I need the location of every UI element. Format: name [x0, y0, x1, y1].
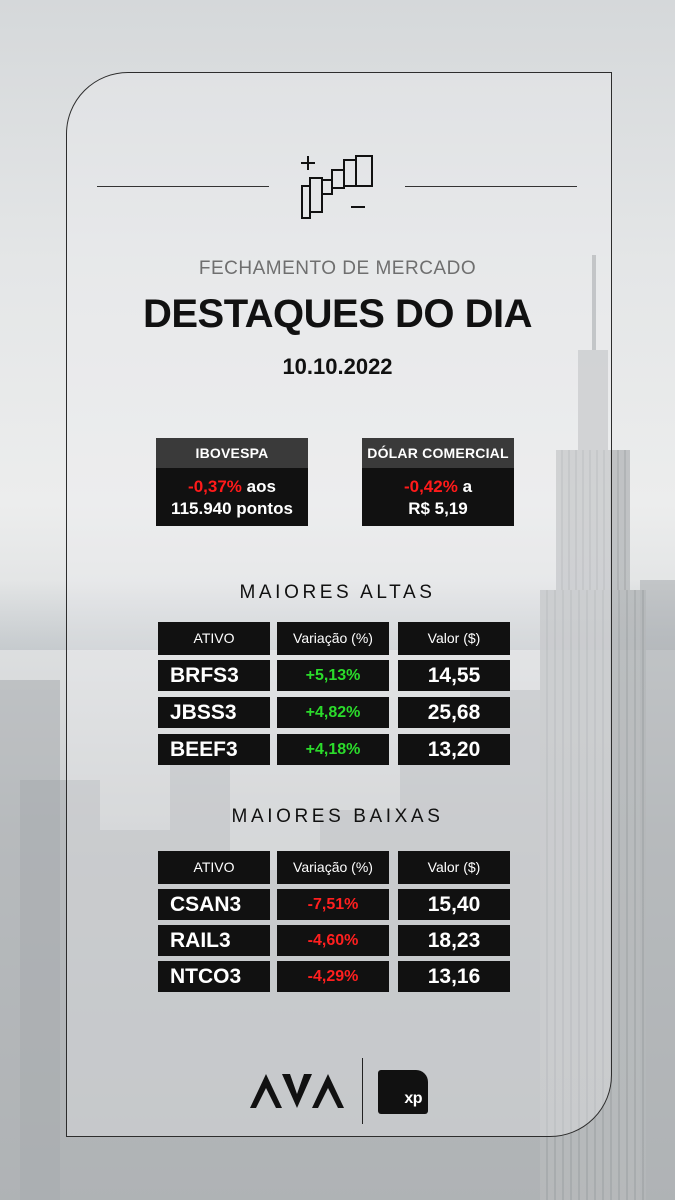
- dollar-detail: R$ 5,19: [408, 499, 468, 518]
- header-rule-left: [97, 186, 269, 187]
- chart-plus-minus-icon: [301, 155, 373, 219]
- gainers-row-1-change: +5,13%: [277, 660, 389, 691]
- gainers-row-2-value: 25,68: [398, 697, 510, 728]
- subtitle: FECHAMENTO DE MERCADO: [198, 258, 477, 279]
- dollar-body: -0,42% a R$ 5,19: [362, 468, 514, 526]
- gainers-title: MAIORES ALTAS: [239, 582, 436, 603]
- gainers-header-asset: ATIVO: [158, 622, 270, 655]
- frame-veil: [66, 72, 612, 1137]
- losers-row-1-value: 15,40: [398, 889, 510, 920]
- losers-row-3-ticker: NTCO3: [158, 961, 270, 992]
- dollar-suffix: a: [457, 477, 473, 496]
- losers-header-change: Variação (%): [277, 851, 389, 884]
- losers-row-2-change: -4,60%: [277, 925, 389, 956]
- losers-header-asset: ATIVO: [158, 851, 270, 884]
- dollar-card: DÓLAR COMERCIAL -0,42% a R$ 5,19: [362, 438, 514, 526]
- dollar-label: DÓLAR COMERCIAL: [362, 438, 514, 468]
- gainers-row-1-ticker: BRFS3: [158, 660, 270, 691]
- date-label: 10.10.2022: [282, 354, 393, 379]
- losers-title: MAIORES BAIXAS: [231, 806, 444, 827]
- gainers-row-3-change: +4,18%: [277, 734, 389, 765]
- header-rule-right: [405, 186, 577, 187]
- gainers-header-change: Variação (%): [277, 622, 389, 655]
- ibovespa-detail: 115.940 pontos: [171, 499, 293, 518]
- losers-row-2-ticker: RAIL3: [158, 925, 270, 956]
- ibovespa-suffix: aos: [241, 477, 276, 496]
- gainers-row-1-value: 14,55: [398, 660, 510, 691]
- page-title: DESTAQUES DO DIA: [142, 292, 533, 336]
- losers-row-1-ticker: CSAN3: [158, 889, 270, 920]
- losers-row-2-value: 18,23: [398, 925, 510, 956]
- gainers-row-2-ticker: JBSS3: [158, 697, 270, 728]
- gainers-row-2-change: +4,82%: [277, 697, 389, 728]
- dollar-change: -0,42%: [403, 477, 458, 496]
- losers-row-3-change: -4,29%: [277, 961, 389, 992]
- gainers-row-3-value: 13,20: [398, 734, 510, 765]
- losers-header-value: Valor ($): [398, 851, 510, 884]
- gainers-header-value: Valor ($): [398, 622, 510, 655]
- gainers-row-3-ticker: BEEF3: [158, 734, 270, 765]
- ibovespa-card: IBOVESPA -0,37% aos 115.940 pontos: [156, 438, 308, 526]
- ibovespa-label: IBOVESPA: [156, 438, 308, 468]
- m-logo-icon: [250, 1074, 344, 1108]
- xp-logo: xp: [378, 1070, 428, 1114]
- losers-row-3-value: 13,16: [398, 961, 510, 992]
- content-frame: [66, 72, 612, 1137]
- ibovespa-change: -0,37%: [188, 477, 242, 496]
- ibovespa-body: -0,37% aos 115.940 pontos: [156, 468, 308, 526]
- losers-row-1-change: -7,51%: [277, 889, 389, 920]
- logo-divider: [362, 1058, 363, 1124]
